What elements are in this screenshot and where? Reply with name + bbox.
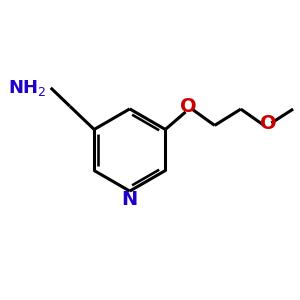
Text: O: O bbox=[180, 97, 197, 116]
Text: O: O bbox=[260, 114, 277, 134]
Text: NH$_2$: NH$_2$ bbox=[8, 78, 46, 98]
Text: N: N bbox=[122, 190, 138, 209]
